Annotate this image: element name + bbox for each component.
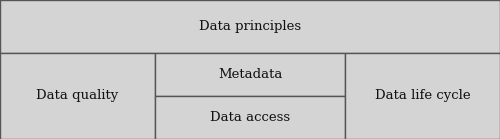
Text: Data life cycle: Data life cycle [374, 89, 470, 102]
Text: Metadata: Metadata [218, 68, 282, 81]
Text: Data quality: Data quality [36, 89, 118, 102]
Text: Data access: Data access [210, 111, 290, 124]
Bar [345, 53, 500, 139]
Bar [155, 96, 345, 139]
Bar [155, 53, 345, 96]
Bar [0, 0, 500, 53]
Text: Data principles: Data principles [199, 20, 301, 33]
Bar [0, 53, 155, 139]
